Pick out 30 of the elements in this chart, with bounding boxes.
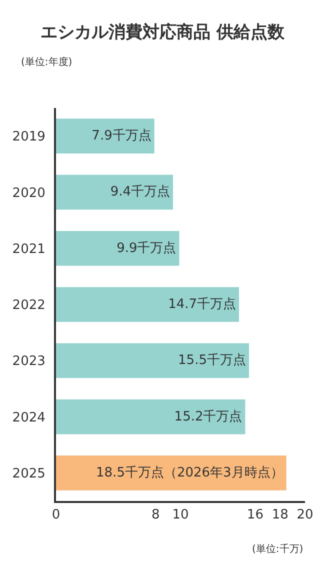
bar bbox=[56, 287, 240, 322]
data-label: 18.5千万点（2026年3月時点） bbox=[96, 465, 284, 480]
y-axis-title: (単位:年度) bbox=[21, 56, 72, 68]
bar bbox=[56, 118, 154, 154]
chart-title: エシカル消費対応商品 供給点数 bbox=[40, 22, 286, 43]
x-tick-label: 20 bbox=[296, 508, 314, 523]
data-label: 7.9千万点 bbox=[92, 128, 152, 144]
data-label: 9.4千万点 bbox=[110, 184, 170, 200]
data-label: 15.2千万点 bbox=[174, 409, 242, 424]
bar bbox=[56, 343, 249, 378]
y-tick-label: 2024 bbox=[12, 410, 46, 426]
data-label: 14.7千万点 bbox=[168, 297, 236, 312]
bar bbox=[56, 230, 180, 266]
y-tick-label: 2023 bbox=[12, 354, 46, 370]
x-tick-label: 18 bbox=[272, 508, 288, 523]
x-axis-title: (単位:千万) bbox=[252, 543, 304, 555]
y-tick-label: 2021 bbox=[12, 242, 46, 257]
x-tick-label: 10 bbox=[172, 508, 189, 523]
y-tick-label: 2020 bbox=[12, 186, 46, 201]
x-tick-label: 8 bbox=[151, 508, 160, 523]
y-tick-label: 2022 bbox=[12, 298, 46, 314]
y-tick-label: 2019 bbox=[12, 130, 46, 145]
bar bbox=[56, 399, 246, 434]
data-label: 15.5千万点 bbox=[178, 353, 246, 368]
data-label: 9.9千万点 bbox=[116, 240, 176, 256]
x-tick-label: 16 bbox=[246, 508, 264, 523]
y-tick-label: 2025 bbox=[12, 466, 46, 482]
bar bbox=[56, 456, 286, 490]
bar bbox=[56, 174, 174, 210]
x-tick-label: 0 bbox=[52, 508, 60, 523]
